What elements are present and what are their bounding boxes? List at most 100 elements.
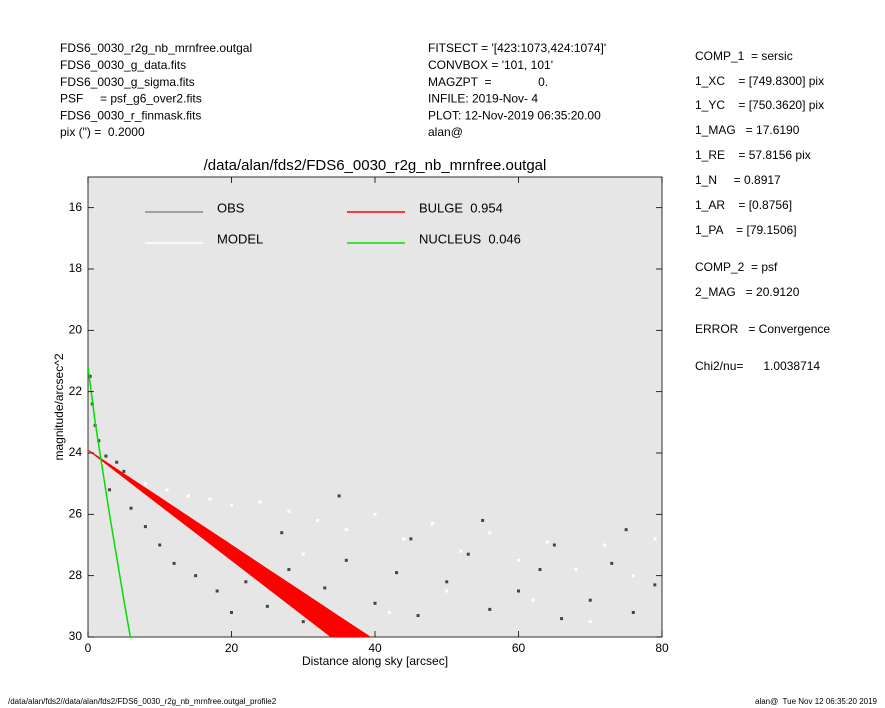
x-tick-label: 80: [655, 641, 669, 655]
info-middle: CONVBOX = '101, 101': [428, 58, 553, 72]
info-middle: INFILE: 2019-Nov- 4: [428, 92, 538, 106]
point: [517, 589, 520, 593]
plot-content: [88, 367, 657, 637]
point: [88, 374, 92, 378]
info-left: FDS6_0030_r2g_nb_mrnfree.outgal: [60, 41, 252, 55]
info-right: 1_AR = [0.8756]: [695, 198, 792, 212]
info-left: PSF = psf_g6_over2.fits: [60, 92, 202, 106]
info-right: 1_XC = [749.8300] pix: [695, 74, 824, 88]
point: [258, 500, 262, 504]
info-middle: PLOT: 12-Nov-2019 06:35:20.00: [428, 108, 601, 122]
y-axis-label: magnitude/arcsec^2: [52, 353, 66, 460]
point: [653, 537, 657, 541]
point: [545, 540, 549, 544]
point: [129, 506, 133, 510]
point: [143, 525, 147, 529]
info-left: FDS6_0030_g_sigma.fits: [60, 75, 195, 89]
point: [488, 531, 492, 535]
point: [631, 610, 635, 614]
point: [108, 488, 112, 492]
point: [373, 601, 377, 605]
nucleus-line: [88, 367, 132, 637]
y-tick-label: 20: [69, 323, 83, 337]
point: [624, 528, 628, 532]
plot-area: [87, 176, 663, 638]
point: [588, 620, 592, 624]
point: [445, 580, 449, 584]
point: [287, 568, 291, 572]
point: [603, 543, 607, 547]
point: [194, 574, 198, 578]
point: [373, 512, 377, 516]
y-tick-label: 30: [69, 629, 83, 643]
point: [280, 531, 284, 535]
point: [430, 522, 434, 526]
info-right: 2_MAG = 20.9120: [695, 285, 800, 299]
point: [172, 561, 176, 565]
info-right: 1_YC = [750.3620] pix: [695, 98, 824, 112]
point: [481, 518, 485, 522]
point: [538, 568, 542, 572]
point: [552, 543, 556, 547]
point: [610, 561, 614, 565]
point: [316, 518, 320, 522]
point: [100, 460, 104, 464]
point: [560, 617, 564, 621]
bulge-band: [88, 449, 372, 637]
info-right: ERROR = Convergence: [695, 322, 830, 336]
y-tick-label: 26: [69, 507, 83, 521]
x-tick-label: 0: [85, 641, 92, 655]
x-tick-label: 60: [512, 641, 526, 655]
point: [445, 589, 449, 593]
point: [230, 503, 233, 507]
chart-title: /data/alan/fds2/FDS6_0030_r2g_nb_mrnfree…: [204, 157, 547, 174]
y-tick-label: 16: [69, 200, 83, 214]
info-middle: FITSECT = '[423:1073,424:1074]': [428, 41, 606, 55]
point: [459, 549, 463, 553]
x-tick-label: 20: [225, 641, 239, 655]
info-middle: MAGZPT = 0.: [428, 75, 548, 89]
legend-label: BULGE 0.954: [419, 200, 503, 215]
point: [488, 607, 492, 611]
point: [301, 620, 305, 624]
legend-label: OBS: [217, 200, 245, 215]
point: [344, 558, 348, 562]
info-middle: alan@: [428, 125, 463, 139]
point: [323, 586, 327, 590]
info-right: Chi2/nu= 1.0038714: [695, 359, 820, 373]
point: [631, 574, 635, 578]
legend-label: NUCLEUS 0.046: [419, 231, 521, 246]
point: [588, 598, 592, 602]
point: [387, 610, 391, 614]
y-tick-label: 18: [69, 261, 83, 275]
info-right: 1_MAG = 17.6190: [695, 123, 800, 137]
y-tick-label: 22: [69, 384, 83, 398]
point: [301, 552, 305, 556]
point: [158, 543, 162, 547]
info-left: pix (") = 0.2000: [60, 125, 145, 139]
point: [653, 583, 657, 587]
x-tick-label: 40: [368, 641, 382, 655]
point: [287, 509, 291, 513]
point: [104, 454, 108, 458]
point: [143, 482, 147, 486]
point: [165, 488, 169, 492]
point: [416, 614, 420, 618]
point: [395, 571, 399, 575]
info-right: 1_PA = [79.1506]: [695, 223, 797, 237]
point: [402, 537, 406, 541]
point: [208, 497, 212, 501]
point: [574, 568, 578, 572]
legend-label: MODEL: [217, 231, 263, 246]
point: [337, 494, 341, 498]
info-right: 1_RE = 57.8156 pix: [695, 148, 811, 162]
point: [344, 528, 348, 532]
footer-right: alan@ Tue Nov 12 06:35:20 2019: [755, 697, 878, 706]
point: [517, 558, 520, 562]
point: [122, 469, 126, 473]
point: [466, 552, 470, 556]
y-tick-label: 28: [69, 568, 83, 582]
info-right: COMP_1 = sersic: [695, 49, 793, 63]
point: [531, 598, 535, 602]
